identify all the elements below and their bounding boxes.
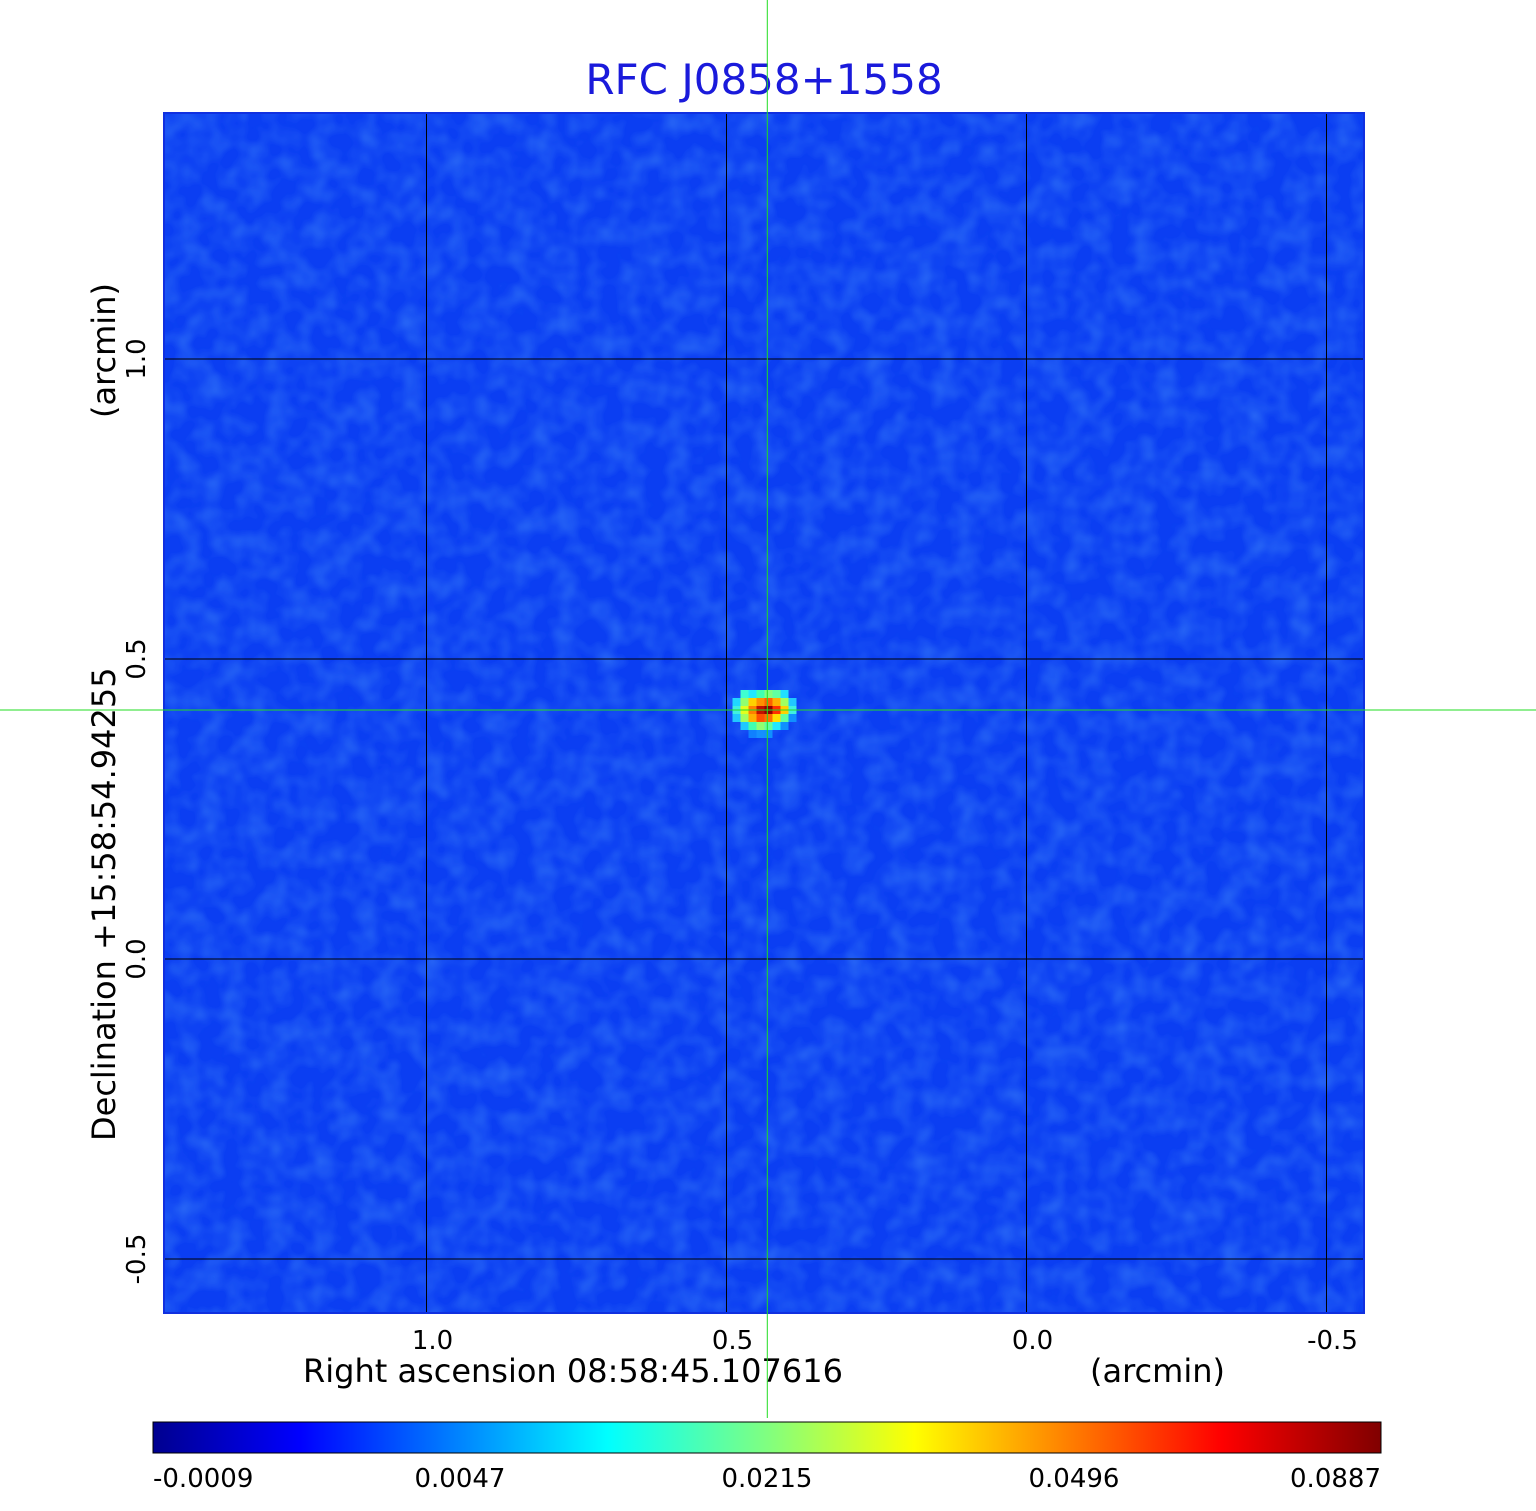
x-axis-unit: (arcmin)	[1090, 1352, 1225, 1390]
source-pixel	[764, 698, 773, 706]
source-pixel	[748, 690, 757, 698]
plot-frame	[163, 112, 1365, 1314]
y-tick-label: 0.0	[122, 938, 152, 979]
source-pixel	[772, 722, 781, 730]
coordinate-grid	[164, 113, 1364, 1313]
x-axis-label: Right ascension 08:58:45.107616	[303, 1352, 843, 1390]
source-pixel	[788, 698, 797, 706]
source-pixel	[732, 698, 741, 706]
y-tick-labels: 1.0 0.5 0.0 -0.5	[122, 338, 152, 1284]
source-pixel	[756, 698, 765, 706]
colorbar-tick-label: -0.0009	[153, 1464, 253, 1494]
source-pixel	[772, 698, 781, 706]
x-tick-label: 0.5	[712, 1326, 753, 1356]
source-pixel	[780, 714, 789, 722]
colorbar-tick-label: 0.0496	[1029, 1464, 1120, 1494]
source-pixel	[748, 730, 757, 738]
y-axis-label: Declination +15:58:54.94255	[85, 667, 123, 1141]
x-tick-label: -0.5	[1307, 1326, 1358, 1356]
source-pixel	[764, 730, 773, 738]
colorbar	[152, 1421, 1382, 1454]
source-pixel	[780, 722, 789, 730]
source-pixel	[740, 690, 749, 698]
source-pixel	[772, 714, 781, 722]
colorbar-tick-label: 0.0215	[722, 1464, 813, 1494]
source-pixel	[756, 690, 765, 698]
chart-title: RFC J0858+1558	[585, 55, 942, 104]
colorbar-tick-label: 0.0047	[415, 1464, 506, 1494]
colorbar-tick-labels: -0.0009 0.0047 0.0215 0.0496 0.0887	[153, 1464, 1381, 1494]
x-tick-labels: 1.0 0.5 0.0 -0.5	[412, 1326, 1358, 1356]
source-pixel	[764, 722, 773, 730]
source-pixel	[748, 714, 757, 722]
source-pixel	[748, 698, 757, 706]
source-pixel	[756, 722, 765, 730]
source-pixel	[772, 690, 781, 698]
y-axis-unit: (arcmin)	[85, 283, 123, 418]
source-pixel	[788, 714, 797, 722]
crosshair	[0, 0, 1536, 1418]
source-pixel	[764, 690, 773, 698]
colorbar-tick-label: 0.0887	[1290, 1464, 1381, 1494]
y-tick-label: 1.0	[122, 338, 152, 379]
x-tick-label: 0.0	[1012, 1326, 1053, 1356]
source-pixel	[780, 698, 789, 706]
source-pixel	[740, 714, 749, 722]
source-pixel	[756, 714, 765, 722]
source-pixel	[732, 714, 741, 722]
source-pixel	[748, 722, 757, 730]
source-pixel	[780, 690, 789, 698]
source-pixel	[740, 722, 749, 730]
y-tick-label: -0.5	[122, 1234, 152, 1285]
plot-area	[164, 113, 1364, 1313]
source-pixel	[740, 698, 749, 706]
y-tick-label: 0.5	[122, 638, 152, 679]
source-pixel	[756, 730, 765, 738]
source-pixel	[764, 714, 773, 722]
x-tick-label: 1.0	[412, 1326, 453, 1356]
